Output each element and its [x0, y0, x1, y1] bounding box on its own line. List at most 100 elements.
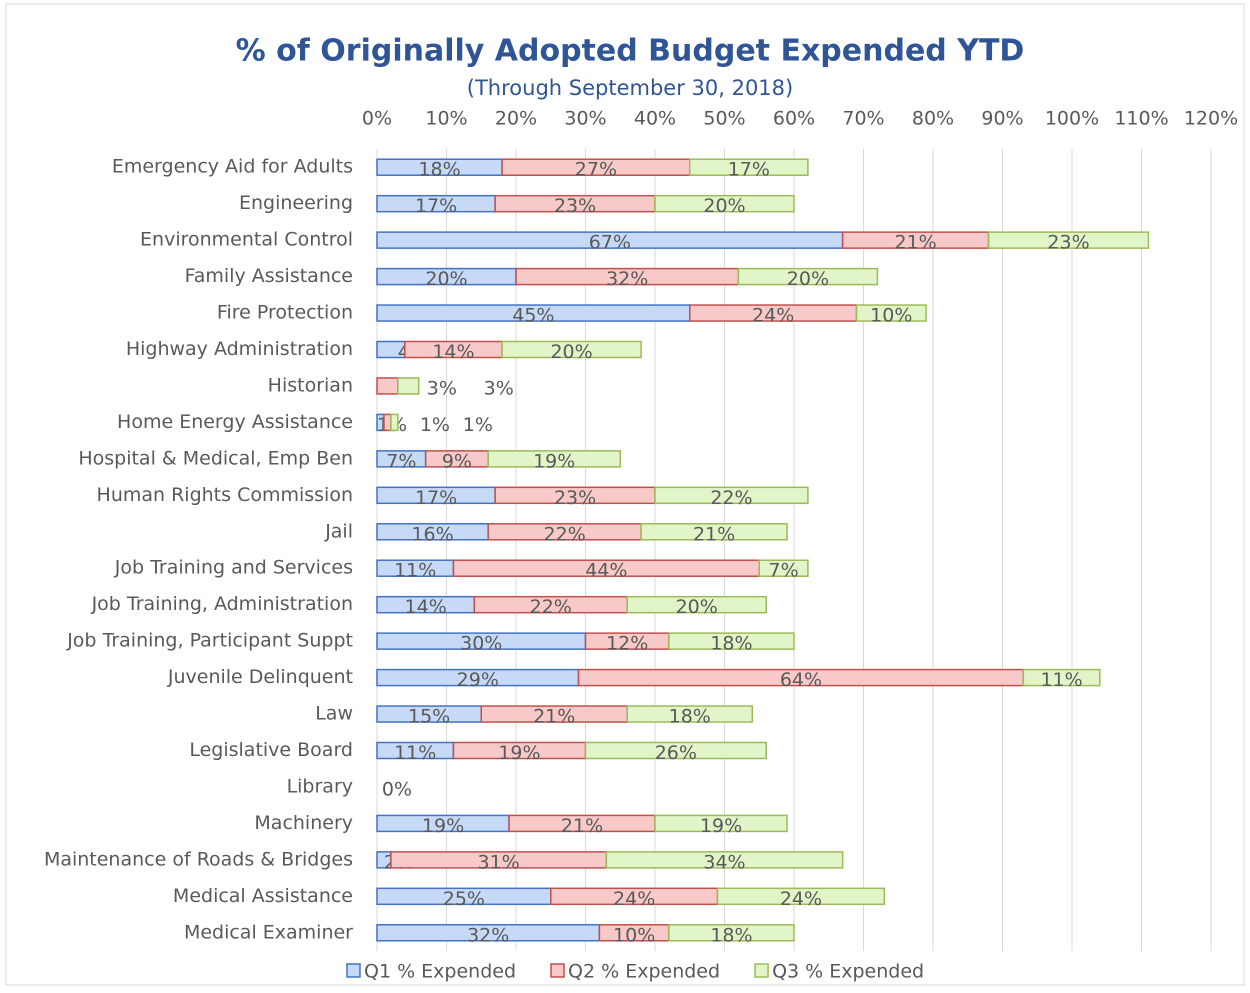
x-tick-label: 110%: [1114, 108, 1168, 130]
data-label: 18%: [710, 924, 752, 946]
data-label: 7%: [386, 450, 416, 472]
y-tick-label: Home Energy Assistance: [117, 411, 353, 433]
y-tick-label: Highway Administration: [126, 338, 353, 360]
data-label: 14%: [405, 596, 447, 618]
y-tick-label: Historian: [268, 374, 353, 396]
data-label: 15%: [408, 706, 450, 728]
legend-swatch: [346, 963, 361, 978]
data-label: 20%: [703, 195, 745, 217]
data-label: 22%: [710, 487, 752, 509]
data-label: 20%: [676, 596, 718, 618]
data-label: 19%: [422, 815, 464, 837]
data-label: 21%: [533, 706, 575, 728]
legend-swatch: [550, 963, 565, 978]
y-tick-label: Job Training, Administration: [91, 593, 353, 615]
data-label: 30%: [460, 633, 502, 655]
data-label: 64%: [780, 669, 822, 691]
data-label: 12%: [606, 633, 648, 655]
data-label: 19%: [533, 450, 575, 472]
x-tick-label: 90%: [981, 108, 1023, 130]
bar-segment: [626, 595, 767, 614]
data-label: 34%: [703, 851, 745, 873]
bar-segment: [376, 377, 399, 395]
data-label: 31%: [478, 851, 520, 873]
bar-segment: [584, 741, 767, 760]
legend-label: Q3 % Expended: [772, 961, 924, 983]
bar-segment: [397, 377, 420, 395]
chart-title: % of Originally Adopted Budget Expended …: [236, 34, 1025, 69]
data-label: 23%: [554, 487, 596, 509]
data-label: 3%: [484, 377, 514, 399]
data-label: 67%: [589, 232, 631, 254]
y-tick-label: Jail: [324, 520, 353, 542]
data-label: 23%: [554, 195, 596, 217]
data-label: 27%: [575, 159, 617, 181]
data-label: 23%: [1047, 232, 1089, 254]
data-label: 10%: [613, 924, 655, 946]
data-label: 11%: [394, 742, 436, 764]
data-label: 3%: [427, 377, 457, 399]
y-tick-label: Maintenance of Roads & Bridges: [44, 848, 353, 870]
data-label: 20%: [425, 268, 467, 290]
x-tick-label: 20%: [495, 108, 537, 130]
bar-segment: [390, 413, 399, 432]
data-label: 7%: [768, 560, 798, 582]
bar-segment: [1022, 668, 1101, 687]
data-label: 1%: [420, 414, 450, 436]
data-label: 21%: [693, 523, 735, 545]
bar-segment: [640, 523, 788, 541]
chart-subtitle: (Through September 30, 2018): [467, 76, 793, 100]
data-label: 16%: [411, 523, 453, 545]
bar-segment: [487, 450, 622, 468]
bar-segment: [758, 559, 809, 577]
x-tick-label: 80%: [912, 108, 954, 130]
data-label: 18%: [418, 159, 460, 181]
data-label: 17%: [728, 159, 770, 181]
y-tick-label: Medical Examiner: [184, 921, 353, 943]
data-label: 45%: [512, 305, 554, 327]
data-label: 18%: [710, 633, 752, 655]
y-tick-label: Hospital & Medical, Emp Ben: [78, 447, 353, 469]
bar-segment: [626, 705, 754, 723]
data-label: 10%: [870, 305, 912, 327]
data-label: 1%: [463, 414, 493, 436]
bar-segment: [501, 340, 642, 359]
x-tick-label: 100%: [1045, 108, 1099, 130]
data-label: 44%: [585, 560, 627, 582]
data-label: 21%: [561, 815, 603, 837]
data-label: 11%: [394, 560, 436, 582]
x-tick-label: 30%: [564, 108, 606, 130]
data-label: 19%: [498, 742, 540, 764]
data-label: 11%: [1040, 669, 1082, 691]
bar-segment: [987, 231, 1150, 249]
data-label: 14%: [432, 341, 474, 363]
y-tick-label: Engineering: [239, 192, 353, 214]
x-tick-label: 120%: [1184, 108, 1238, 130]
data-label: 17%: [415, 195, 457, 217]
data-label: 24%: [780, 888, 822, 910]
y-tick-label: Family Assistance: [185, 265, 353, 287]
data-label: 26%: [655, 742, 697, 764]
y-tick-label: Fire Protection: [217, 302, 353, 324]
y-tick-label: Legislative Board: [189, 739, 353, 761]
y-tick-label: Law: [315, 703, 353, 725]
bar-segment: [654, 194, 795, 213]
data-label: 32%: [467, 924, 509, 946]
bar-segment: [668, 924, 795, 942]
data-label: 21%: [895, 232, 937, 254]
data-label: 29%: [457, 669, 499, 691]
y-tick-label: Machinery: [254, 812, 353, 834]
data-label: 0%: [382, 778, 412, 800]
bar-segment: [716, 887, 886, 906]
legend-label: Q2 % Expended: [568, 961, 720, 983]
x-tick-label: 50%: [703, 108, 745, 130]
legend-label: Q1 % Expended: [364, 961, 516, 983]
y-tick-label: Job Training and Services: [114, 557, 353, 579]
bar-segment: [654, 486, 809, 505]
data-label: 22%: [544, 523, 586, 545]
data-label: 25%: [443, 888, 485, 910]
bar-segment: [383, 413, 392, 432]
data-label: 20%: [787, 268, 829, 290]
data-label: 20%: [550, 341, 592, 363]
